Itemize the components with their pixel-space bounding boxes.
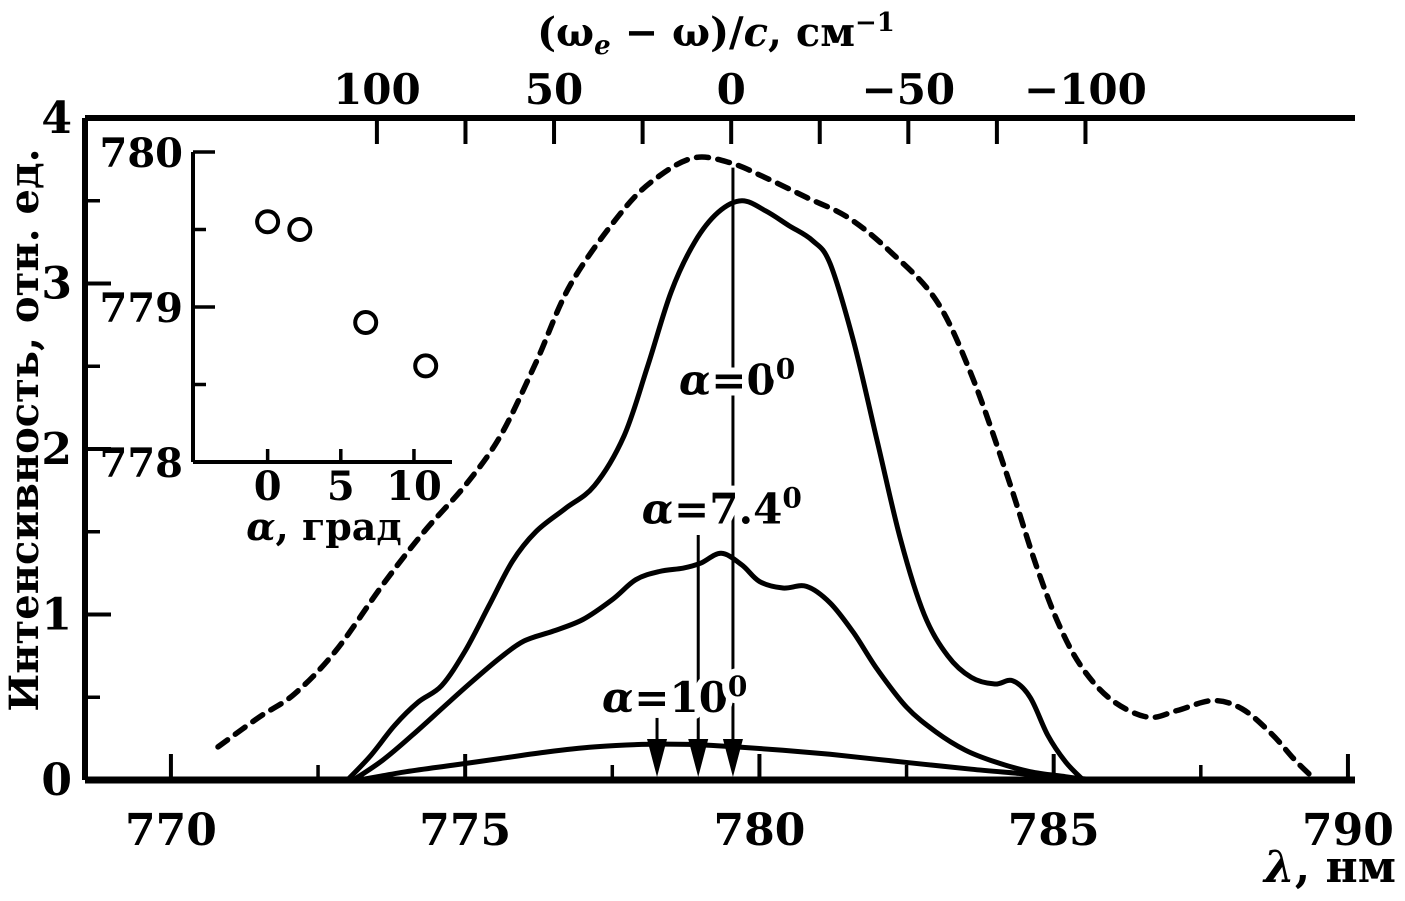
inset-x-tick-label: 5 <box>327 463 355 510</box>
text-part: =0 <box>711 355 775 404</box>
alpha-10-label: α=100 <box>602 670 747 722</box>
alpha-0-label: α=00 <box>679 352 795 404</box>
text-part: c <box>744 9 768 56</box>
text-part: , нм <box>1295 842 1396 893</box>
inset-x-tick-label: 0 <box>254 463 282 510</box>
inset-data-point <box>353 310 379 335</box>
text-part: −1 <box>855 8 895 38</box>
curve-dashed-envelope <box>215 154 1319 783</box>
x-axis-tick-label: 775 <box>419 805 511 856</box>
curve-alpha-0 <box>344 198 1086 783</box>
inset-x-tick-label: 10 <box>386 463 442 510</box>
top-axis-tick-label: −50 <box>862 65 956 114</box>
text-part: α <box>642 484 674 533</box>
inset-y-tick-label: 779 <box>100 285 184 332</box>
text-part: e <box>594 31 611 61</box>
text-part: =10 <box>634 673 728 722</box>
x-axis-title: λ, нм <box>1262 842 1396 893</box>
text-part: , град <box>275 504 401 549</box>
alpha-7.4-label: α=7.40 <box>642 481 802 533</box>
text-part: (ω <box>537 9 594 56</box>
x-axis-tick-label: 790 <box>1302 805 1394 856</box>
x-axis-tick-label: 780 <box>714 805 806 856</box>
inset-x-axis-title: α, град <box>246 504 402 549</box>
text-part: , см <box>768 9 855 56</box>
inset-data-point <box>413 353 439 379</box>
y-axis-tick-label: 3 <box>41 259 72 310</box>
x-axis-tick-label: 770 <box>125 805 217 856</box>
peak-marker-alpha-10-arrowhead-icon <box>647 739 668 777</box>
y-axis-tick-label: 2 <box>41 424 72 475</box>
y-axis-tick-label: 0 <box>41 755 72 806</box>
curve-alpha-7.4 <box>350 550 1092 783</box>
top-axis-tick-label: 100 <box>333 65 421 114</box>
inset-data-point <box>287 217 313 242</box>
x-axis-tick-label: 785 <box>1008 805 1100 856</box>
top-axis-tick-label: 50 <box>525 65 583 114</box>
inset-y-tick-label: 780 <box>100 130 184 177</box>
text-part: α <box>679 355 711 404</box>
y-axis-tick-label: 1 <box>41 590 72 641</box>
y-axis-tick-label: 4 <box>41 93 72 144</box>
top-axis-tick-label: −100 <box>1024 65 1147 114</box>
text-part: 0 <box>782 481 801 514</box>
y-axis-title: Интенсивность, отн. ед. <box>1 148 48 711</box>
top-axis-title: (ωe − ω)/c, см−1 <box>537 8 895 61</box>
peak-marker-alpha-7.4-arrowhead-icon <box>688 739 709 777</box>
text-part: 0 <box>776 352 795 385</box>
top-axis-tick-label: 0 <box>717 65 746 114</box>
inset-data-point <box>255 209 281 235</box>
inset-y-tick-label: 778 <box>100 440 184 487</box>
text-part: α <box>246 504 275 549</box>
text-part: − ω)/ <box>611 9 744 56</box>
text-part: α <box>602 673 634 722</box>
peak-marker-alpha-0-arrowhead-icon <box>722 739 743 777</box>
text-part: 0 <box>728 670 747 703</box>
text-part: λ <box>1262 842 1295 893</box>
text-part: =7.4 <box>674 484 782 533</box>
